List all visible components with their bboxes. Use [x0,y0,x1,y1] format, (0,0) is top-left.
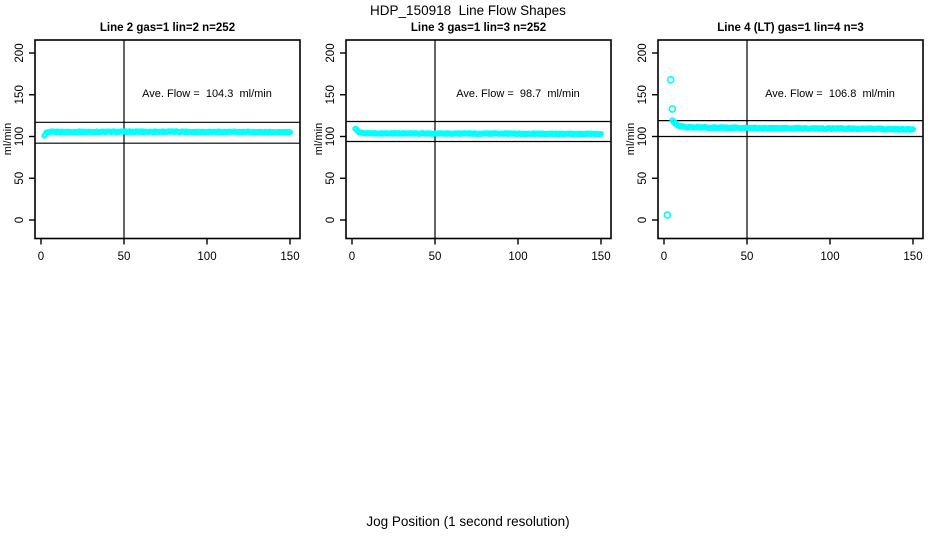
x-tick-label: 50 [118,251,131,263]
data-points [663,75,917,219]
x-tick-label: 50 [741,251,754,263]
x-axis-label: Jog Position (1 second resolution) [366,514,570,529]
y-axis-unit-label: ml/min [2,123,14,155]
outlier-point [668,105,677,113]
panel-title: Line 2 gas=1 lin=2 n=252 [100,22,235,34]
y-tick-label: 0 [637,217,649,223]
x-tick-label: 0 [661,251,667,263]
y-tick-label: 50 [14,172,26,185]
y-tick-label: 100 [637,127,649,146]
panel-2: Line 3 gas=1 lin=3 n=252 Ave. Flow = 98.7… [313,22,612,263]
y-axis-unit-label: ml/min [625,123,637,155]
chart-title: HDP_150918 Line Flow Shapes [370,3,566,18]
plot-box [345,39,612,240]
panel-3: Line 4 (LT) gas=1 lin=4 n=3 Ave. Flow = 1… [625,22,924,263]
panel-title: Line 4 (LT) gas=1 lin=4 n=3 [717,22,863,34]
y-tick-label: 200 [14,43,26,62]
data-points [352,125,605,138]
y-tick-label: 150 [325,85,337,104]
plot-box [34,39,301,240]
plot-box [657,39,924,240]
y-tick-label: 100 [14,127,26,146]
y-axis-unit-label: ml/min [313,123,325,155]
y-tick-label: 50 [637,172,649,185]
x-tick-label: 0 [38,251,44,263]
x-tick-label: 0 [349,251,355,263]
x-tick-label: 150 [591,251,610,263]
y-tick-label: 200 [637,43,649,62]
x-tick-label: 50 [429,251,442,263]
y-tick-label: 200 [325,43,337,62]
y-tick-label: 150 [637,85,649,104]
panel-1: Line 2 gas=1 lin=2 n=252 Ave. Flow = 104.… [2,22,301,263]
x-tick-label: 100 [508,251,527,263]
outlier-point [663,211,672,219]
y-tick-label: 150 [14,85,26,104]
panel-title: Line 3 gas=1 lin=3 n=252 [411,22,546,34]
y-tick-label: 100 [325,127,337,146]
y-tick-label: 0 [325,217,337,223]
x-tick-label: 100 [197,251,216,263]
x-tick-label: 100 [820,251,839,263]
ave-flow-annotation: Ave. Flow = 98.7 ml/min [456,88,580,100]
outlier-point [666,75,675,84]
ave-flow-annotation: Ave. Flow = 104.3 ml/min [142,88,272,100]
x-tick-label: 150 [280,251,299,263]
ave-flow-annotation: Ave. Flow = 106.8 ml/min [765,88,895,100]
x-tick-label: 150 [903,251,922,263]
y-tick-label: 0 [14,217,26,223]
data-points [41,128,294,139]
y-tick-label: 50 [325,172,337,185]
